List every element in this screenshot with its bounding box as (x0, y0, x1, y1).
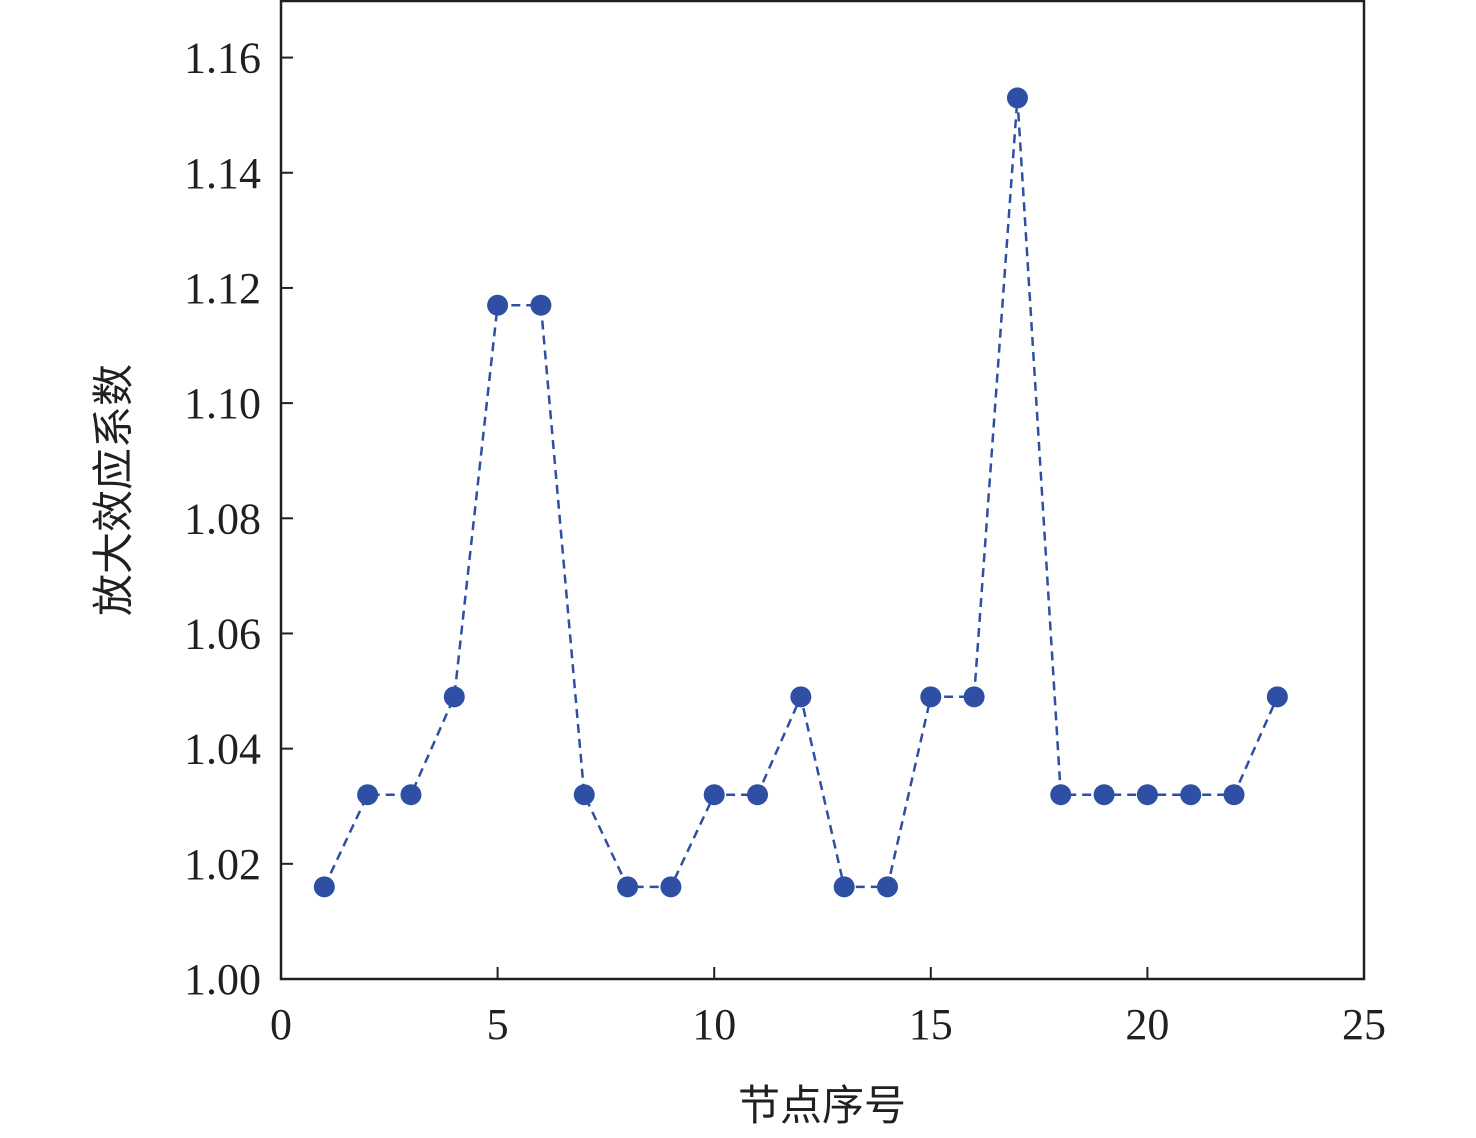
x-tick-label: 10 (692, 1000, 736, 1049)
data-point (400, 784, 422, 806)
data-point (530, 294, 552, 316)
x-tick-label: 20 (1125, 1000, 1169, 1049)
data-point (876, 876, 898, 898)
x-axis-ticks: 0 5 10 15 20 25 (270, 967, 1386, 1049)
data-point (1136, 784, 1158, 806)
y-tick-label: 1.14 (184, 149, 261, 198)
data-point (1006, 87, 1028, 109)
data-point (617, 876, 639, 898)
x-tick-label: 15 (909, 1000, 953, 1049)
data-point (790, 686, 812, 708)
x-tick-label: 0 (270, 1000, 292, 1049)
data-point (963, 686, 985, 708)
data-point (1223, 784, 1245, 806)
x-tick-label: 5 (487, 1000, 509, 1049)
data-point (920, 686, 942, 708)
data-point (833, 876, 855, 898)
y-tick-label: 1.16 (184, 34, 261, 83)
x-axis-title: 节点序号 (738, 1081, 906, 1130)
y-tick-label: 1.00 (184, 955, 261, 1004)
data-point (703, 784, 725, 806)
plot-frame-border (279, 0, 1366, 981)
y-axis-ticks: 1.00 1.02 1.04 1.06 1.08 1.10 1.12 1.14 1.16 (184, 34, 293, 1004)
y-tick-label: 1.02 (184, 840, 261, 889)
data-point (747, 784, 769, 806)
data-point (660, 876, 682, 898)
y-axis-title: 放大效应系数 (89, 364, 138, 616)
series-line (323, 97, 1279, 889)
data-point (487, 294, 509, 316)
data-point (1266, 686, 1288, 708)
plot-frame (279, 0, 1366, 981)
y-tick-label: 1.10 (184, 379, 261, 428)
data-point (573, 784, 595, 806)
data-point (357, 784, 379, 806)
y-tick-label: 1.06 (184, 609, 261, 658)
data-point (1050, 784, 1072, 806)
y-tick-label: 1.12 (184, 264, 261, 313)
series-points (313, 87, 1288, 898)
x-tick-label: 25 (1342, 1000, 1386, 1049)
series-lines (323, 97, 1279, 889)
data-point (313, 876, 335, 898)
y-tick-label: 1.08 (184, 494, 261, 543)
data-point (1180, 784, 1202, 806)
data-point (1093, 784, 1115, 806)
data-point (443, 686, 465, 708)
y-tick-label: 1.04 (184, 725, 261, 774)
